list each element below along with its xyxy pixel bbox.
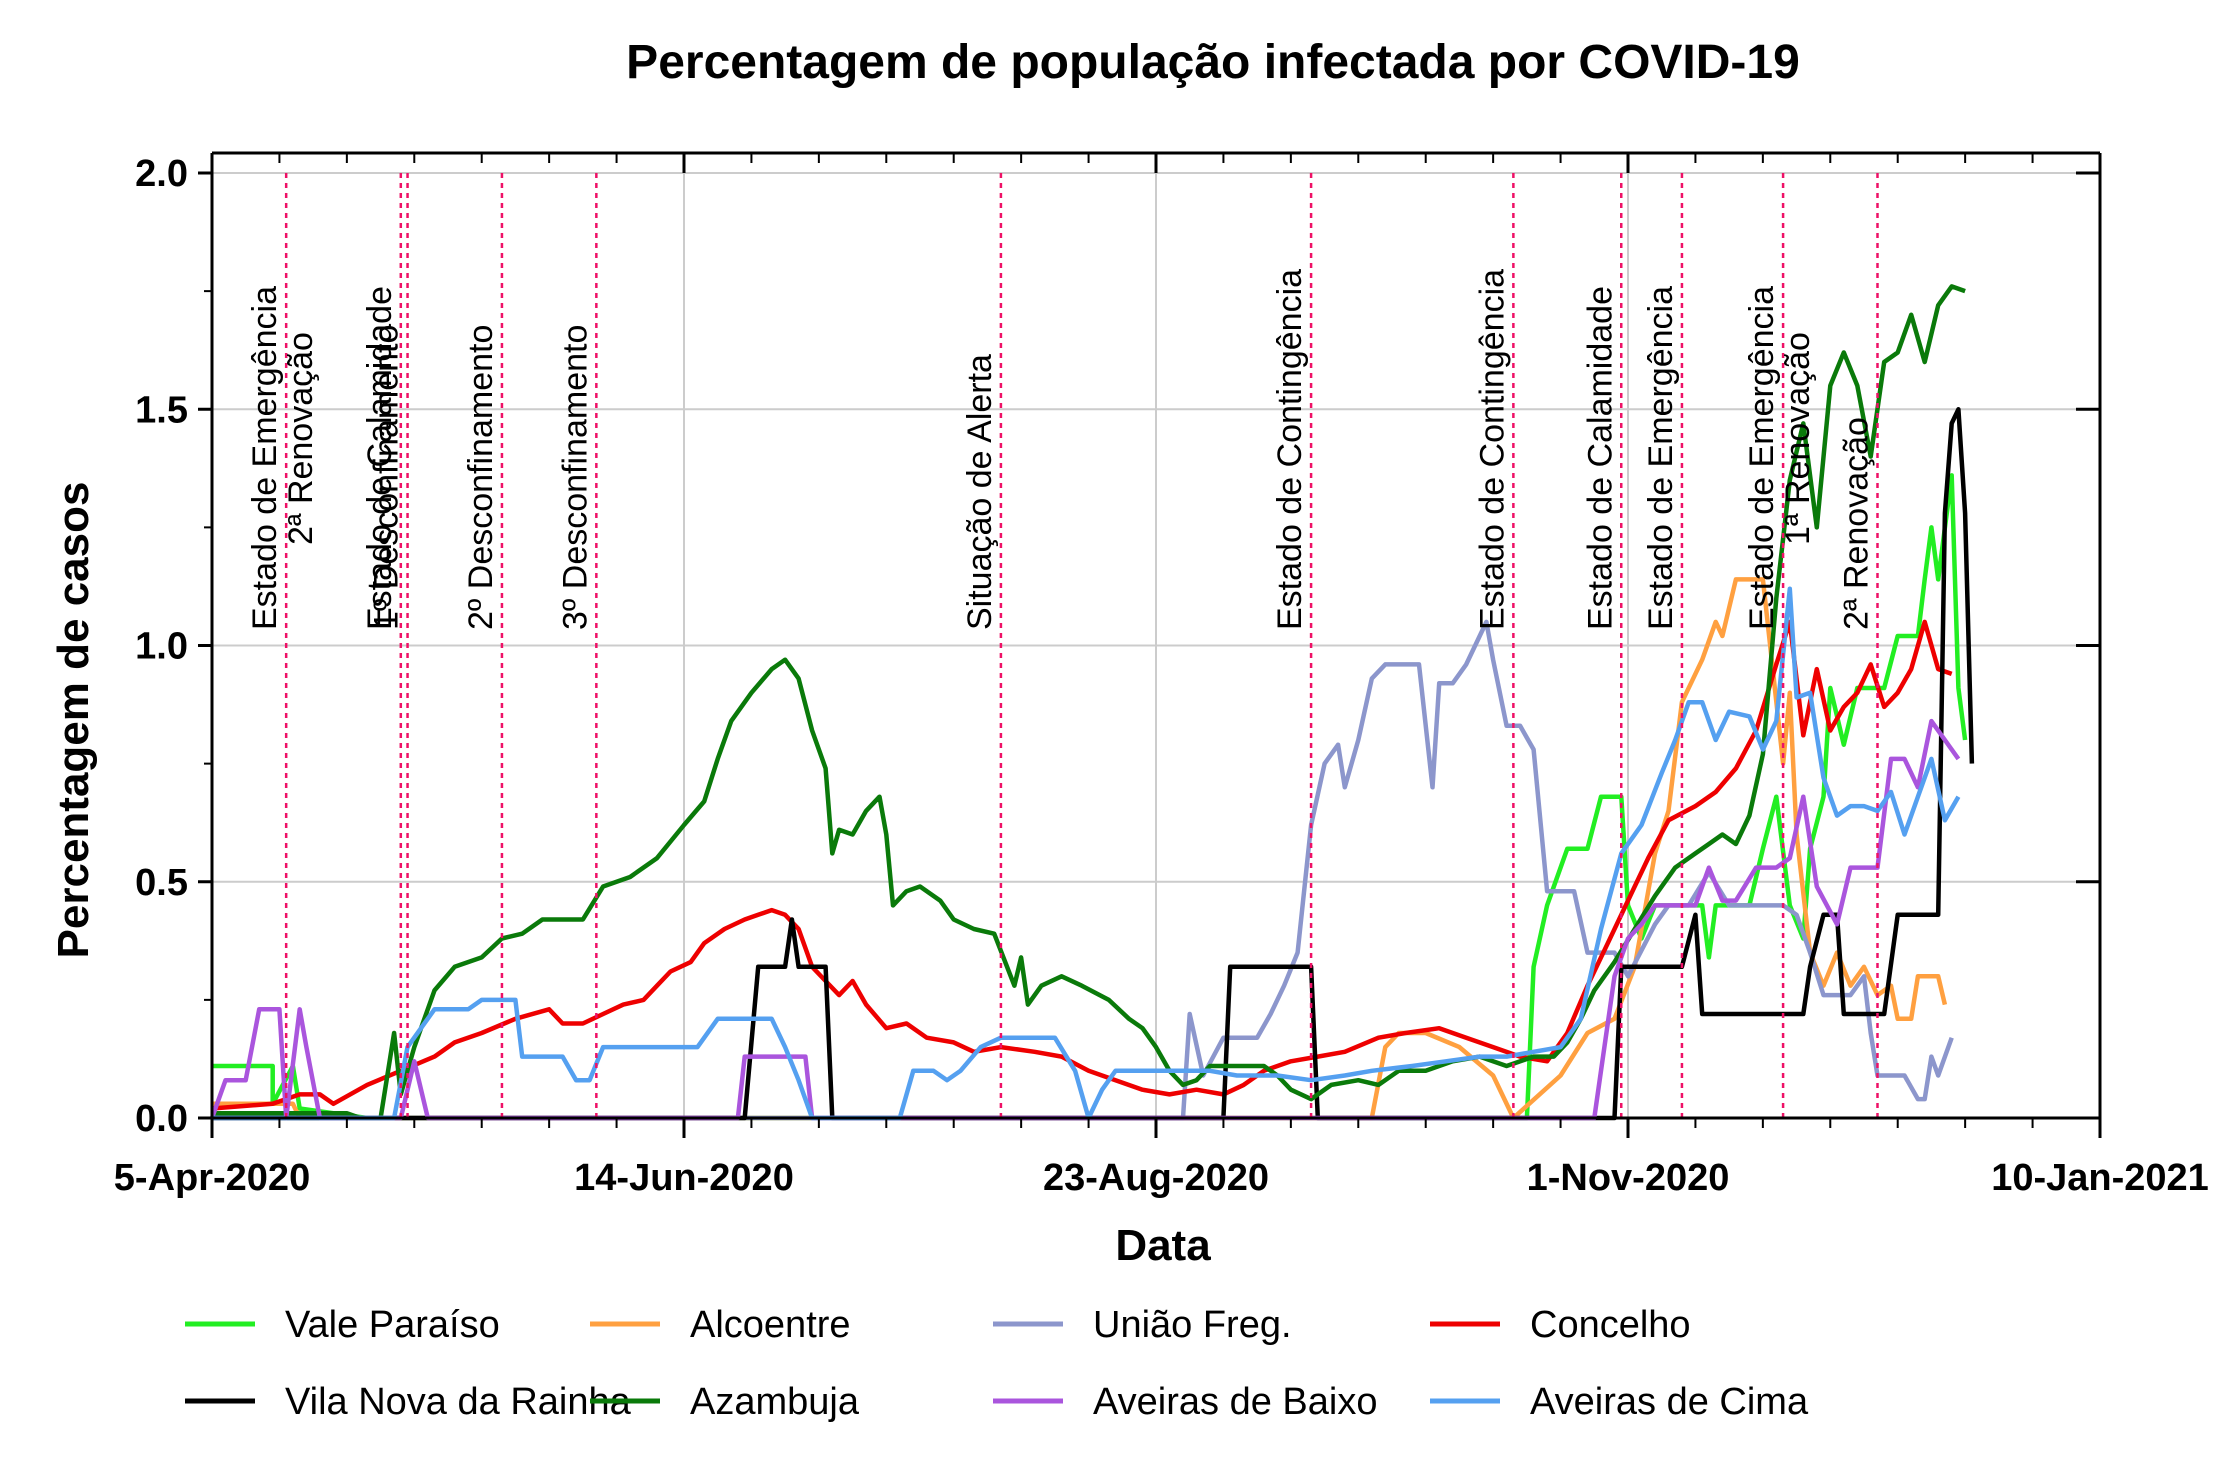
event-label: 1ª Renovação [1779, 332, 1817, 545]
chart-title: Percentagem de população infectada por C… [626, 36, 1800, 89]
legend-label: Azambuja [690, 1381, 860, 1423]
legend-label: Alcoentre [690, 1304, 851, 1346]
series-line [212, 473, 1968, 1121]
y-tick-label: 1.5 [135, 389, 188, 431]
y-tick-label: 0.5 [135, 862, 188, 904]
legend-label: Concelho [1530, 1304, 1691, 1346]
legend-label: Vila Nova da Rainha [285, 1381, 632, 1423]
event-label: 1º Desconfinamento [368, 325, 406, 630]
legend-label: Aveiras de Baixo [1093, 1381, 1377, 1423]
y-tick-label: 2.0 [135, 153, 188, 195]
x-tick-label: 5-Apr-2020 [114, 1157, 310, 1199]
legend-label: União Freg. [1093, 1304, 1292, 1346]
x-tick-label: 23-Aug-2020 [1043, 1157, 1269, 1199]
event-label: Estado de Emergência [1743, 286, 1781, 630]
event-label: Estado de Calamidade [361, 286, 399, 630]
event-label: Estado de Contingência [1473, 269, 1511, 630]
y-tick-label: 1.0 [135, 626, 188, 668]
event-label: Situação de Alerta [961, 354, 999, 630]
series-line [212, 284, 1966, 1121]
legend: Vale Paraíso Alcoentre União Freg. Concelho… [185, 1304, 1809, 1423]
legend-label: Vale Paraíso [285, 1304, 500, 1346]
series-line [212, 619, 1954, 1121]
event-label: Estado de Contingência [1271, 269, 1309, 630]
event-label: 2º Desconfinamento [462, 325, 500, 630]
event-label: Estado de Emergência [1642, 286, 1680, 630]
series-line [212, 586, 1961, 1121]
legend-label: Aveiras de Cima [1530, 1381, 1809, 1423]
x-tick-label: 1-Nov-2020 [1527, 1157, 1730, 1199]
event-label: 3º Desconfinamento [556, 325, 594, 630]
x-axis-label: Data [1115, 1221, 1211, 1270]
event-label: 2ª Renovação [282, 332, 320, 545]
x-tick-label: 10-Jan-2021 [1991, 1157, 2209, 1199]
y-tick-label: 0.0 [135, 1098, 188, 1140]
x-tick-label: 14-Jun-2020 [574, 1157, 794, 1199]
event-label: Estado de Emergência [246, 286, 284, 630]
axes: 0.0 0.5 1.0 1.5 2.0 5-Apr-2020 14-Jun-2020 23-A… [114, 151, 2209, 1199]
event-label: Estado de Calamidade [1581, 286, 1619, 630]
y-axis-label: Percentagem de casos [49, 482, 98, 959]
series-line [212, 407, 1975, 1121]
event-label: 2ª Renovação [1837, 417, 1875, 630]
series-line [209, 718, 1961, 1121]
